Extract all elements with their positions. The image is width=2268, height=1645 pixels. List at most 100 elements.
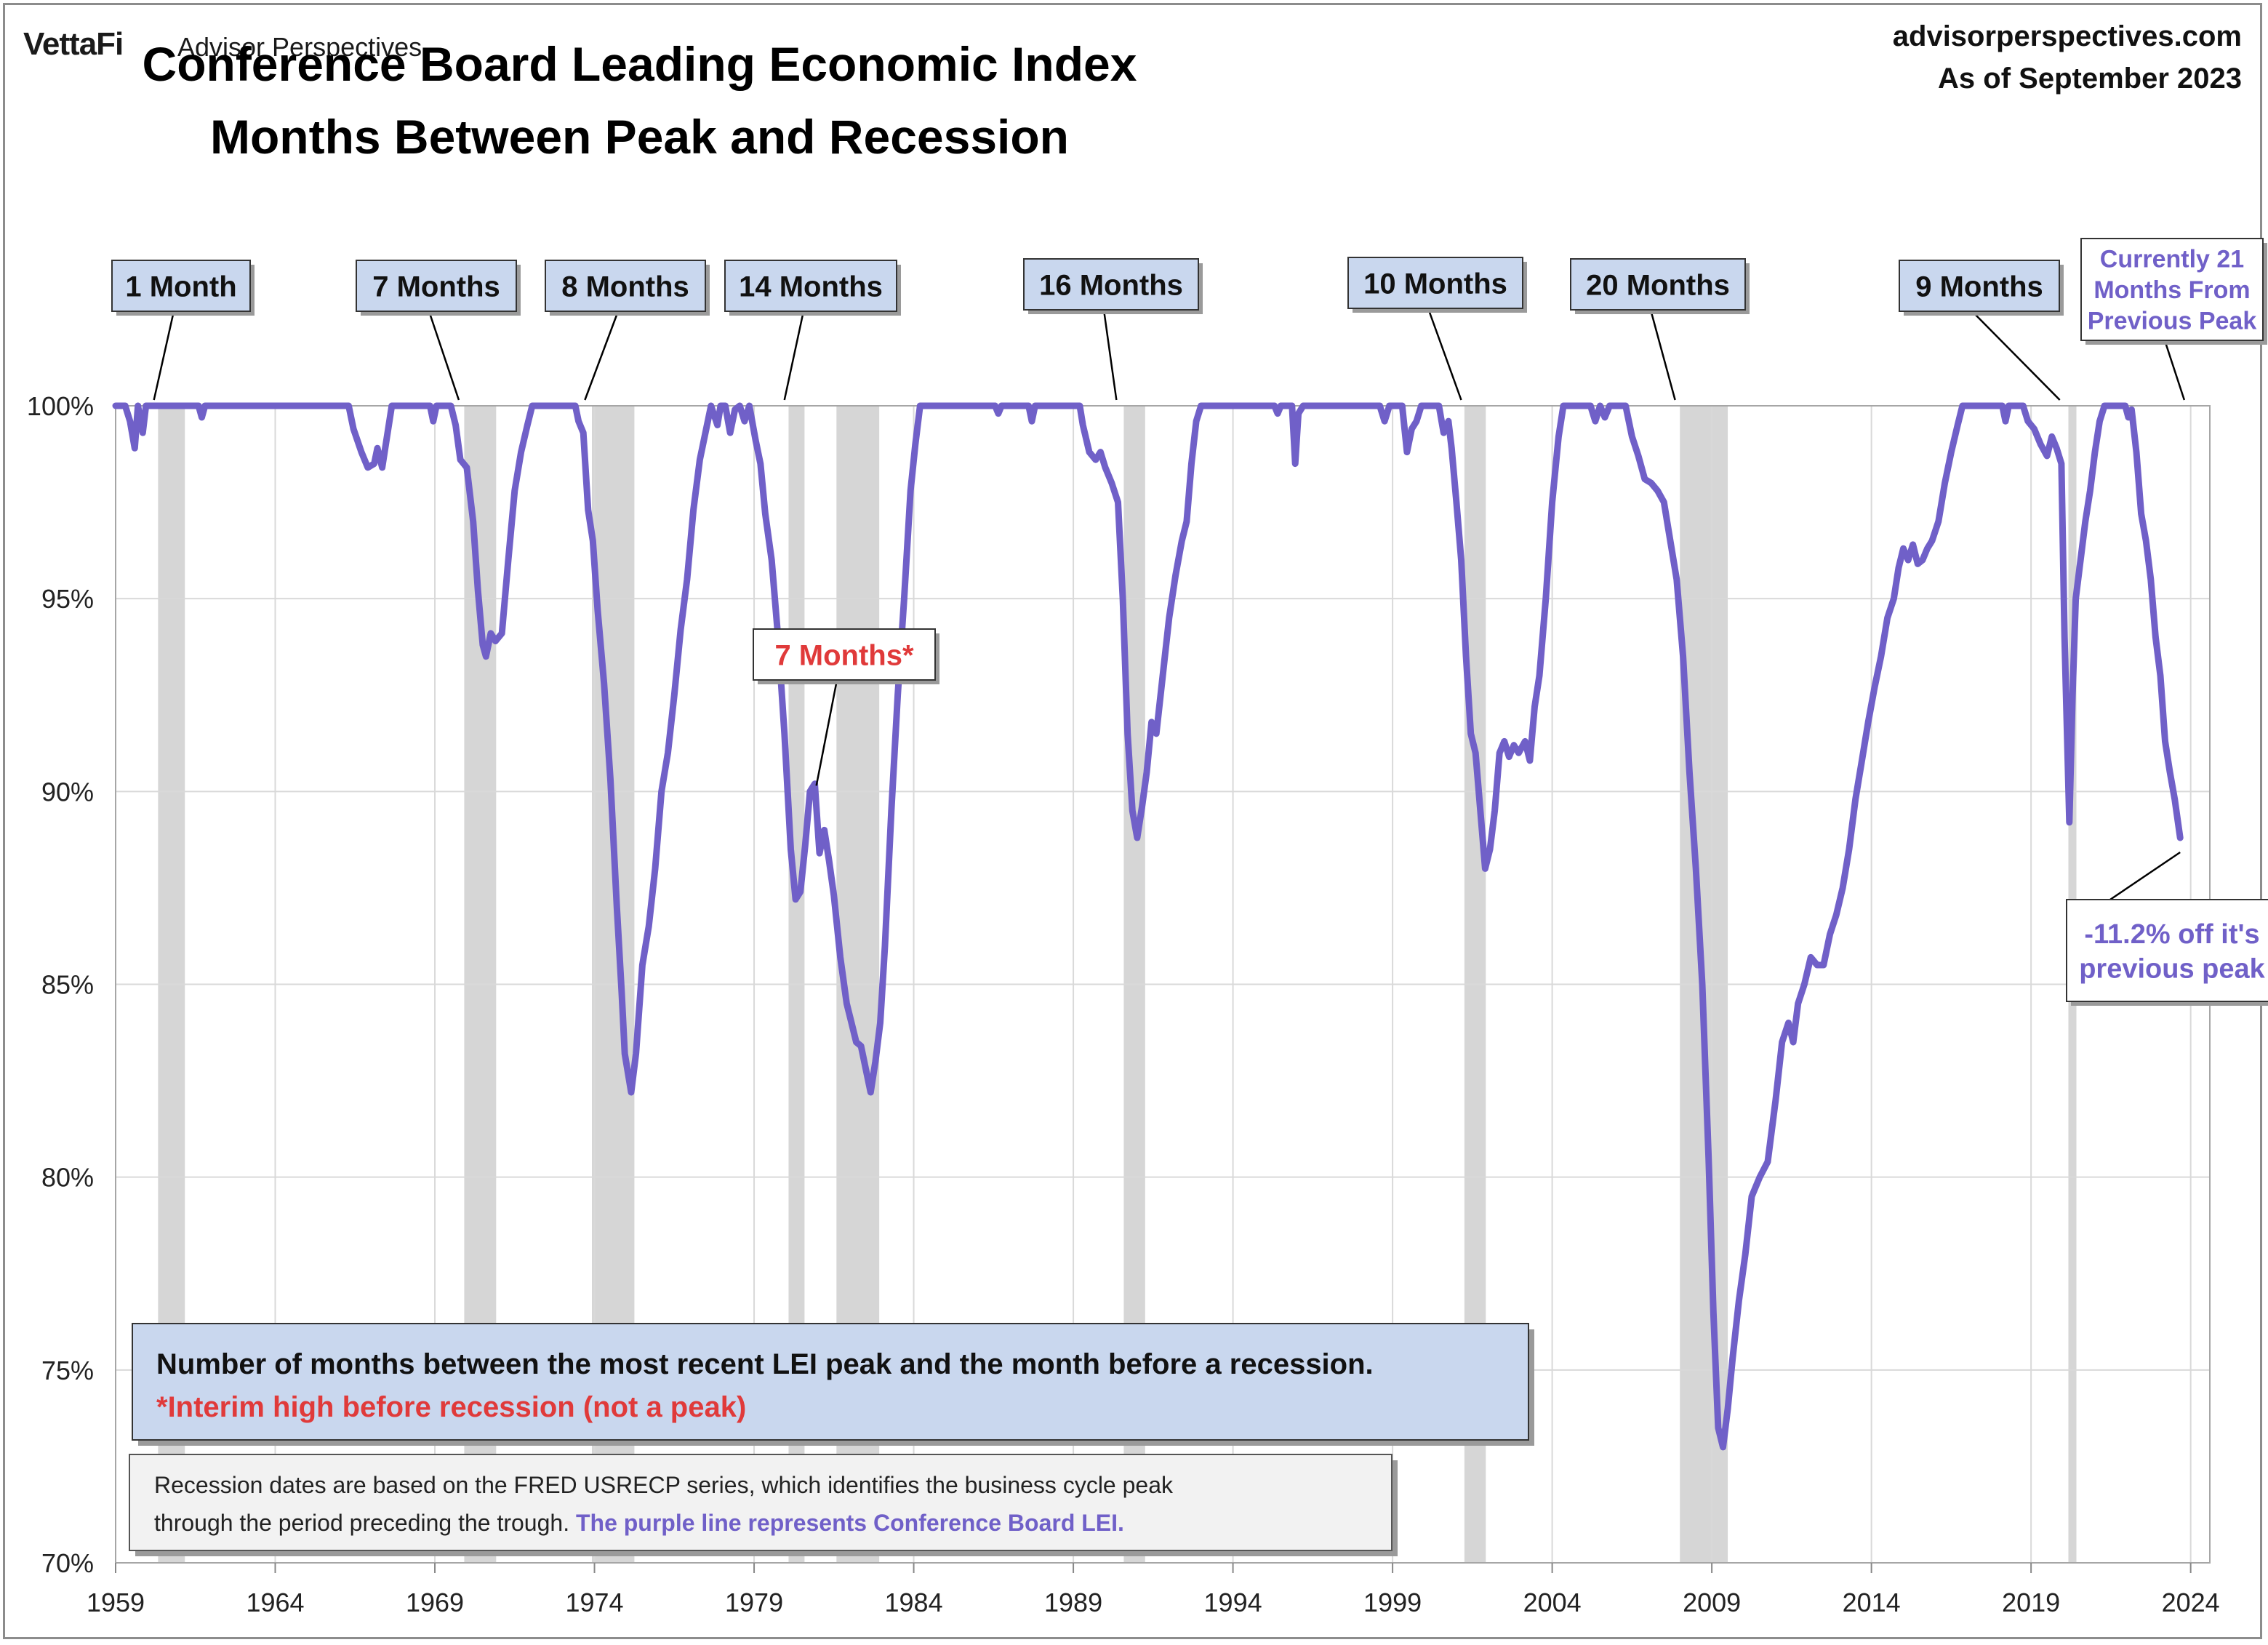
x-tick-label: 2024 (2162, 1588, 2220, 1617)
callout-box (724, 260, 897, 312)
y-tick-label: 90% (41, 777, 94, 807)
callout-label-line: 7 Months (372, 271, 500, 303)
lei-line (112, 402, 2184, 1451)
key-line2: *Interim high before recession (not a pe… (156, 1391, 746, 1423)
callout-label-line: 7 Months* (774, 639, 914, 671)
x-tick-label: 2009 (1683, 1588, 1741, 1617)
brand-logo: VettaFi (23, 26, 124, 62)
callout-0: 1 Month (111, 260, 255, 401)
callout-box (545, 260, 706, 312)
y-axis-ticks: 70% 75% 80% 85% 90% 95% 100% (27, 391, 94, 1578)
callout-leader (815, 679, 838, 786)
source-site: advisorperspectives.com (1892, 20, 2242, 52)
chart-title-line2: Months Between Peak and Recession (209, 110, 1069, 164)
x-tick-label: 2014 (1843, 1588, 1901, 1617)
callout-3: 14 Months (724, 260, 901, 401)
callout-label-line: 10 Months (1363, 268, 1507, 300)
callout-7: 9 Months (1899, 260, 2064, 401)
x-tick-label: 2019 (2002, 1588, 2060, 1617)
callout-label-line: -11.2% off it's (2084, 919, 2259, 950)
callout-label: Currently 21 Months From Previous Peak (2088, 246, 2257, 335)
notes: Number of months between the most recent… (129, 1323, 1534, 1556)
callout-leader (2163, 340, 2186, 401)
callout-label: 14 Months (739, 271, 883, 303)
callout-1: 7 Months (356, 260, 521, 401)
footnote-line2: through the period preceding the trough.… (154, 1510, 1124, 1536)
callout-9: 7 Months* (753, 628, 939, 786)
x-tick-label: 1984 (885, 1588, 943, 1617)
callout-leader (783, 311, 805, 401)
callout-label-line: Currently 21 (2100, 246, 2244, 273)
x-axis-ticks: 1959 1964 1969 1974 1979 1984 1989 1994 1999 2004… (87, 1563, 2220, 1617)
footnote-line1: Recession dates are based on the FRED US… (154, 1472, 1174, 1498)
callout-leader (1102, 309, 1118, 401)
y-tick-label: 85% (41, 970, 94, 1000)
key-box (132, 1323, 1529, 1441)
callout-10: -11.2% off it's previous peak (2066, 851, 2268, 1006)
x-tick-label: 1959 (87, 1588, 145, 1617)
y-tick-label: 75% (41, 1356, 94, 1385)
footnote-box (129, 1454, 1393, 1551)
callout-leader (1649, 309, 1676, 401)
callout-box (2066, 899, 2268, 1002)
brand-subtitle: Advisor Perspectives (177, 32, 422, 62)
callout-label-line: 9 Months (1915, 271, 2043, 303)
callout-label: -11.2% off it's previous peak (2079, 919, 2265, 985)
x-tick-label: 1974 (565, 1588, 623, 1617)
callout-label: 16 Months (1039, 269, 1183, 301)
callout-label-line: Previous Peak (2088, 308, 2257, 335)
callout-leader (1427, 308, 1462, 401)
chart-title-line1: Conference Board Leading Economic Index (142, 37, 1137, 91)
callout-label-line: Months From (2093, 276, 2250, 304)
callout-label: 1 Month (125, 271, 236, 303)
callout-label: 8 Months (561, 271, 689, 303)
callout-label-line: 8 Months (561, 271, 689, 303)
callout-label-line: 16 Months (1039, 269, 1183, 301)
x-tick-label: 1994 (1204, 1588, 1262, 1617)
callout-6: 20 Months (1570, 258, 1750, 401)
x-tick-label: 1964 (246, 1588, 304, 1617)
x-tick-label: 1969 (406, 1588, 464, 1617)
y-tick-label: 80% (41, 1163, 94, 1193)
callouts: 1 Month 7 Months 8 Months 14 Months 16 Month… (111, 238, 2268, 1006)
callout-box (1899, 260, 2060, 312)
x-tick-label: 1999 (1363, 1588, 1422, 1617)
callout-label: 20 Months (1586, 269, 1730, 301)
x-tick-label: 2004 (1523, 1588, 1582, 1617)
callout-box (2080, 238, 2264, 341)
callout-label-line: 14 Months (739, 271, 883, 303)
callout-box (753, 628, 936, 681)
callout-box (1347, 257, 1523, 309)
x-tick-label: 1979 (725, 1588, 783, 1617)
callout-leader (584, 311, 620, 401)
callout-label-line: previous peak (2079, 953, 2265, 984)
callout-label-line: 20 Months (1586, 269, 1730, 301)
lei-series (112, 402, 2184, 1451)
x-tick-label: 1989 (1044, 1588, 1102, 1617)
callout-8: Currently 21 Months From Previous Peak (2080, 238, 2267, 401)
key-line1: Number of months between the most recent… (156, 1348, 1374, 1380)
y-tick-label: 95% (41, 584, 94, 614)
callout-label: 7 Months* (774, 639, 914, 671)
callout-label: 9 Months (1915, 271, 2043, 303)
callout-box (1023, 258, 1199, 311)
chart-frame (3, 3, 2262, 1639)
callout-2: 8 Months (545, 260, 710, 401)
callout-4: 16 Months (1023, 258, 1203, 401)
footnote-series-note: The purple line represents Conference Bo… (569, 1510, 1124, 1536)
callout-leader (1971, 311, 2061, 401)
y-tick-label: 70% (41, 1548, 94, 1578)
callout-box (356, 260, 517, 312)
callout-box (111, 260, 251, 312)
callout-label: 10 Months (1363, 268, 1507, 300)
callout-leader (2109, 851, 2181, 901)
callout-5: 10 Months (1347, 257, 1527, 401)
y-tick-label: 100% (27, 391, 94, 421)
as-of-date: As of September 2023 (1938, 63, 2242, 95)
footnote-text: through the period preceding the trough. (154, 1510, 569, 1536)
callout-label-line: 1 Month (125, 271, 236, 303)
callout-label: 7 Months (372, 271, 500, 303)
callout-leader (153, 311, 175, 401)
callout-box (1570, 258, 1746, 311)
